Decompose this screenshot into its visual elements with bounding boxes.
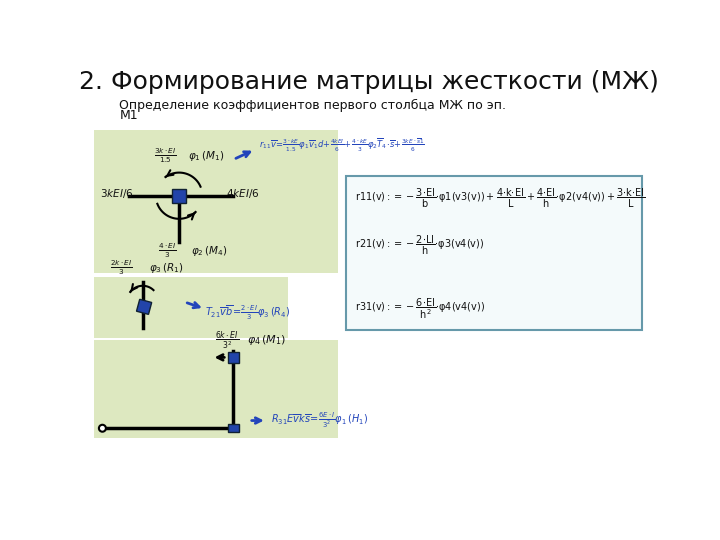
Text: $\varphi_2\,(M_4)$: $\varphi_2\,(M_4)$ (191, 244, 228, 258)
Text: $\varphi_1\,(M_1)$: $\varphi_1\,(M_1)$ (189, 148, 225, 163)
Bar (137, 299, 152, 314)
Text: $\frac{4\cdot EI}{3}$: $\frac{4\cdot EI}{3}$ (158, 242, 176, 260)
Text: $\mathrm{r31(v) := -\dfrac{6{\cdot}EI}{h^2}{\cdot}\varphi4(v4(v))}$: $\mathrm{r31(v) := -\dfrac{6{\cdot}EI}{h… (355, 296, 485, 321)
Text: $\mathrm{r11(v) := -\dfrac{3{\cdot}EI}{b}{\cdot}\varphi1(v3(v)) + \dfrac{4{\cdot: $\mathrm{r11(v) := -\dfrac{3{\cdot}EI}{b… (355, 186, 646, 210)
Text: Определение коэффициентов первого столбца МЖ по эп.: Определение коэффициентов первого столбц… (120, 99, 506, 112)
FancyBboxPatch shape (346, 177, 642, 330)
Text: $R_{31}E\overline{v}k\overline{s}\!=\!\frac{6E\cdot I}{3^2}\varphi_1\,(H_1)$: $R_{31}E\overline{v}k\overline{s}\!=\!\f… (271, 411, 368, 430)
Text: $T_{21}\overline{v}\overline{b}\!=\!\frac{2\cdot EI}{3}\varphi_3\,(R_4)$: $T_{21}\overline{v}\overline{b}\!=\!\fra… (204, 303, 290, 322)
Text: $\frac{6k\cdot EI}{3^2}$: $\frac{6k\cdot EI}{3^2}$ (215, 329, 239, 352)
Text: $\frac{3k\cdot EI}{1.5}$: $\frac{3k\cdot EI}{1.5}$ (154, 146, 176, 165)
Bar (228, 352, 239, 363)
Bar (172, 189, 186, 202)
Bar (94, 340, 338, 438)
Circle shape (99, 425, 106, 431)
Text: 2. Формирование матрицы жесткости (МЖ): 2. Формирование матрицы жесткости (МЖ) (79, 70, 659, 94)
Text: $4kEI/6$: $4kEI/6$ (226, 187, 259, 200)
Text: $3kEI/6$: $3kEI/6$ (100, 187, 134, 200)
Text: $\mathrm{r21(v) := -\dfrac{2{\cdot}LI}{h}{\cdot}\varphi3(v4(v))}$: $\mathrm{r21(v) := -\dfrac{2{\cdot}LI}{h… (355, 234, 485, 257)
Text: $r_{11}\overline{v}\!=\!\frac{3\cdot kE}{1.5}\varphi_1\overline{v}_1 d\!+\!\frac: $r_{11}\overline{v}\!=\!\frac{3\cdot kE}… (259, 137, 425, 154)
Text: $\frac{2k\cdot EI}{3}$: $\frac{2k\cdot EI}{3}$ (109, 259, 132, 278)
Text: М1: М1 (120, 109, 138, 122)
Text: $\varphi_4\,(M_1)$: $\varphi_4\,(M_1)$ (248, 334, 287, 347)
Bar (94, 130, 338, 273)
Text: $\varphi_3\,(R_1)$: $\varphi_3\,(R_1)$ (149, 261, 184, 275)
Bar (228, 424, 239, 432)
Bar (94, 276, 287, 338)
